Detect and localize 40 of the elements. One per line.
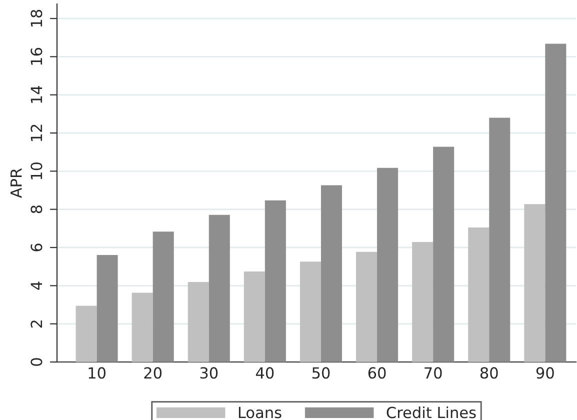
y-tick-label: 16 — [30, 48, 42, 65]
y-tick-label: 4 — [30, 282, 42, 290]
bar — [264, 200, 286, 362]
bar — [300, 262, 321, 362]
y-tick-label: 18 — [30, 10, 42, 27]
y-tick-label: 2 — [30, 320, 42, 328]
bar — [132, 292, 153, 362]
bar — [412, 242, 434, 362]
x-tick-label: 20 — [144, 367, 162, 379]
x-tick-label: 30 — [200, 367, 218, 379]
x-tick-label: 90 — [536, 367, 554, 379]
y-axis-title: APR — [10, 168, 22, 198]
y-tick-label: 12 — [30, 124, 42, 142]
bar — [76, 306, 97, 362]
y-tick-label: 8 — [30, 206, 42, 214]
x-tick-label: 60 — [368, 367, 386, 379]
bar — [208, 214, 230, 362]
x-tick-label: 10 — [88, 367, 106, 379]
bar — [433, 146, 454, 362]
x-tick-label: 50 — [312, 367, 330, 379]
y-tick-label: 6 — [30, 244, 42, 252]
bar — [524, 204, 546, 362]
bar — [489, 118, 510, 362]
bar — [545, 44, 566, 362]
y-tick-label: 14 — [30, 86, 42, 103]
bar — [468, 227, 490, 362]
bar — [152, 232, 174, 362]
legend-label: Credit Lines — [386, 406, 476, 418]
y-tick-label: 10 — [30, 162, 42, 180]
bar — [188, 282, 209, 362]
bar — [320, 185, 342, 362]
bar — [377, 168, 398, 362]
bar — [96, 254, 118, 362]
legend-label: Loans — [238, 406, 282, 418]
y-tick-label: 0 — [30, 358, 42, 366]
bar — [356, 252, 378, 362]
x-tick-label: 40 — [256, 367, 274, 379]
x-tick-label: 70 — [424, 367, 442, 379]
x-tick-label: 80 — [480, 367, 498, 379]
bar — [244, 272, 265, 362]
